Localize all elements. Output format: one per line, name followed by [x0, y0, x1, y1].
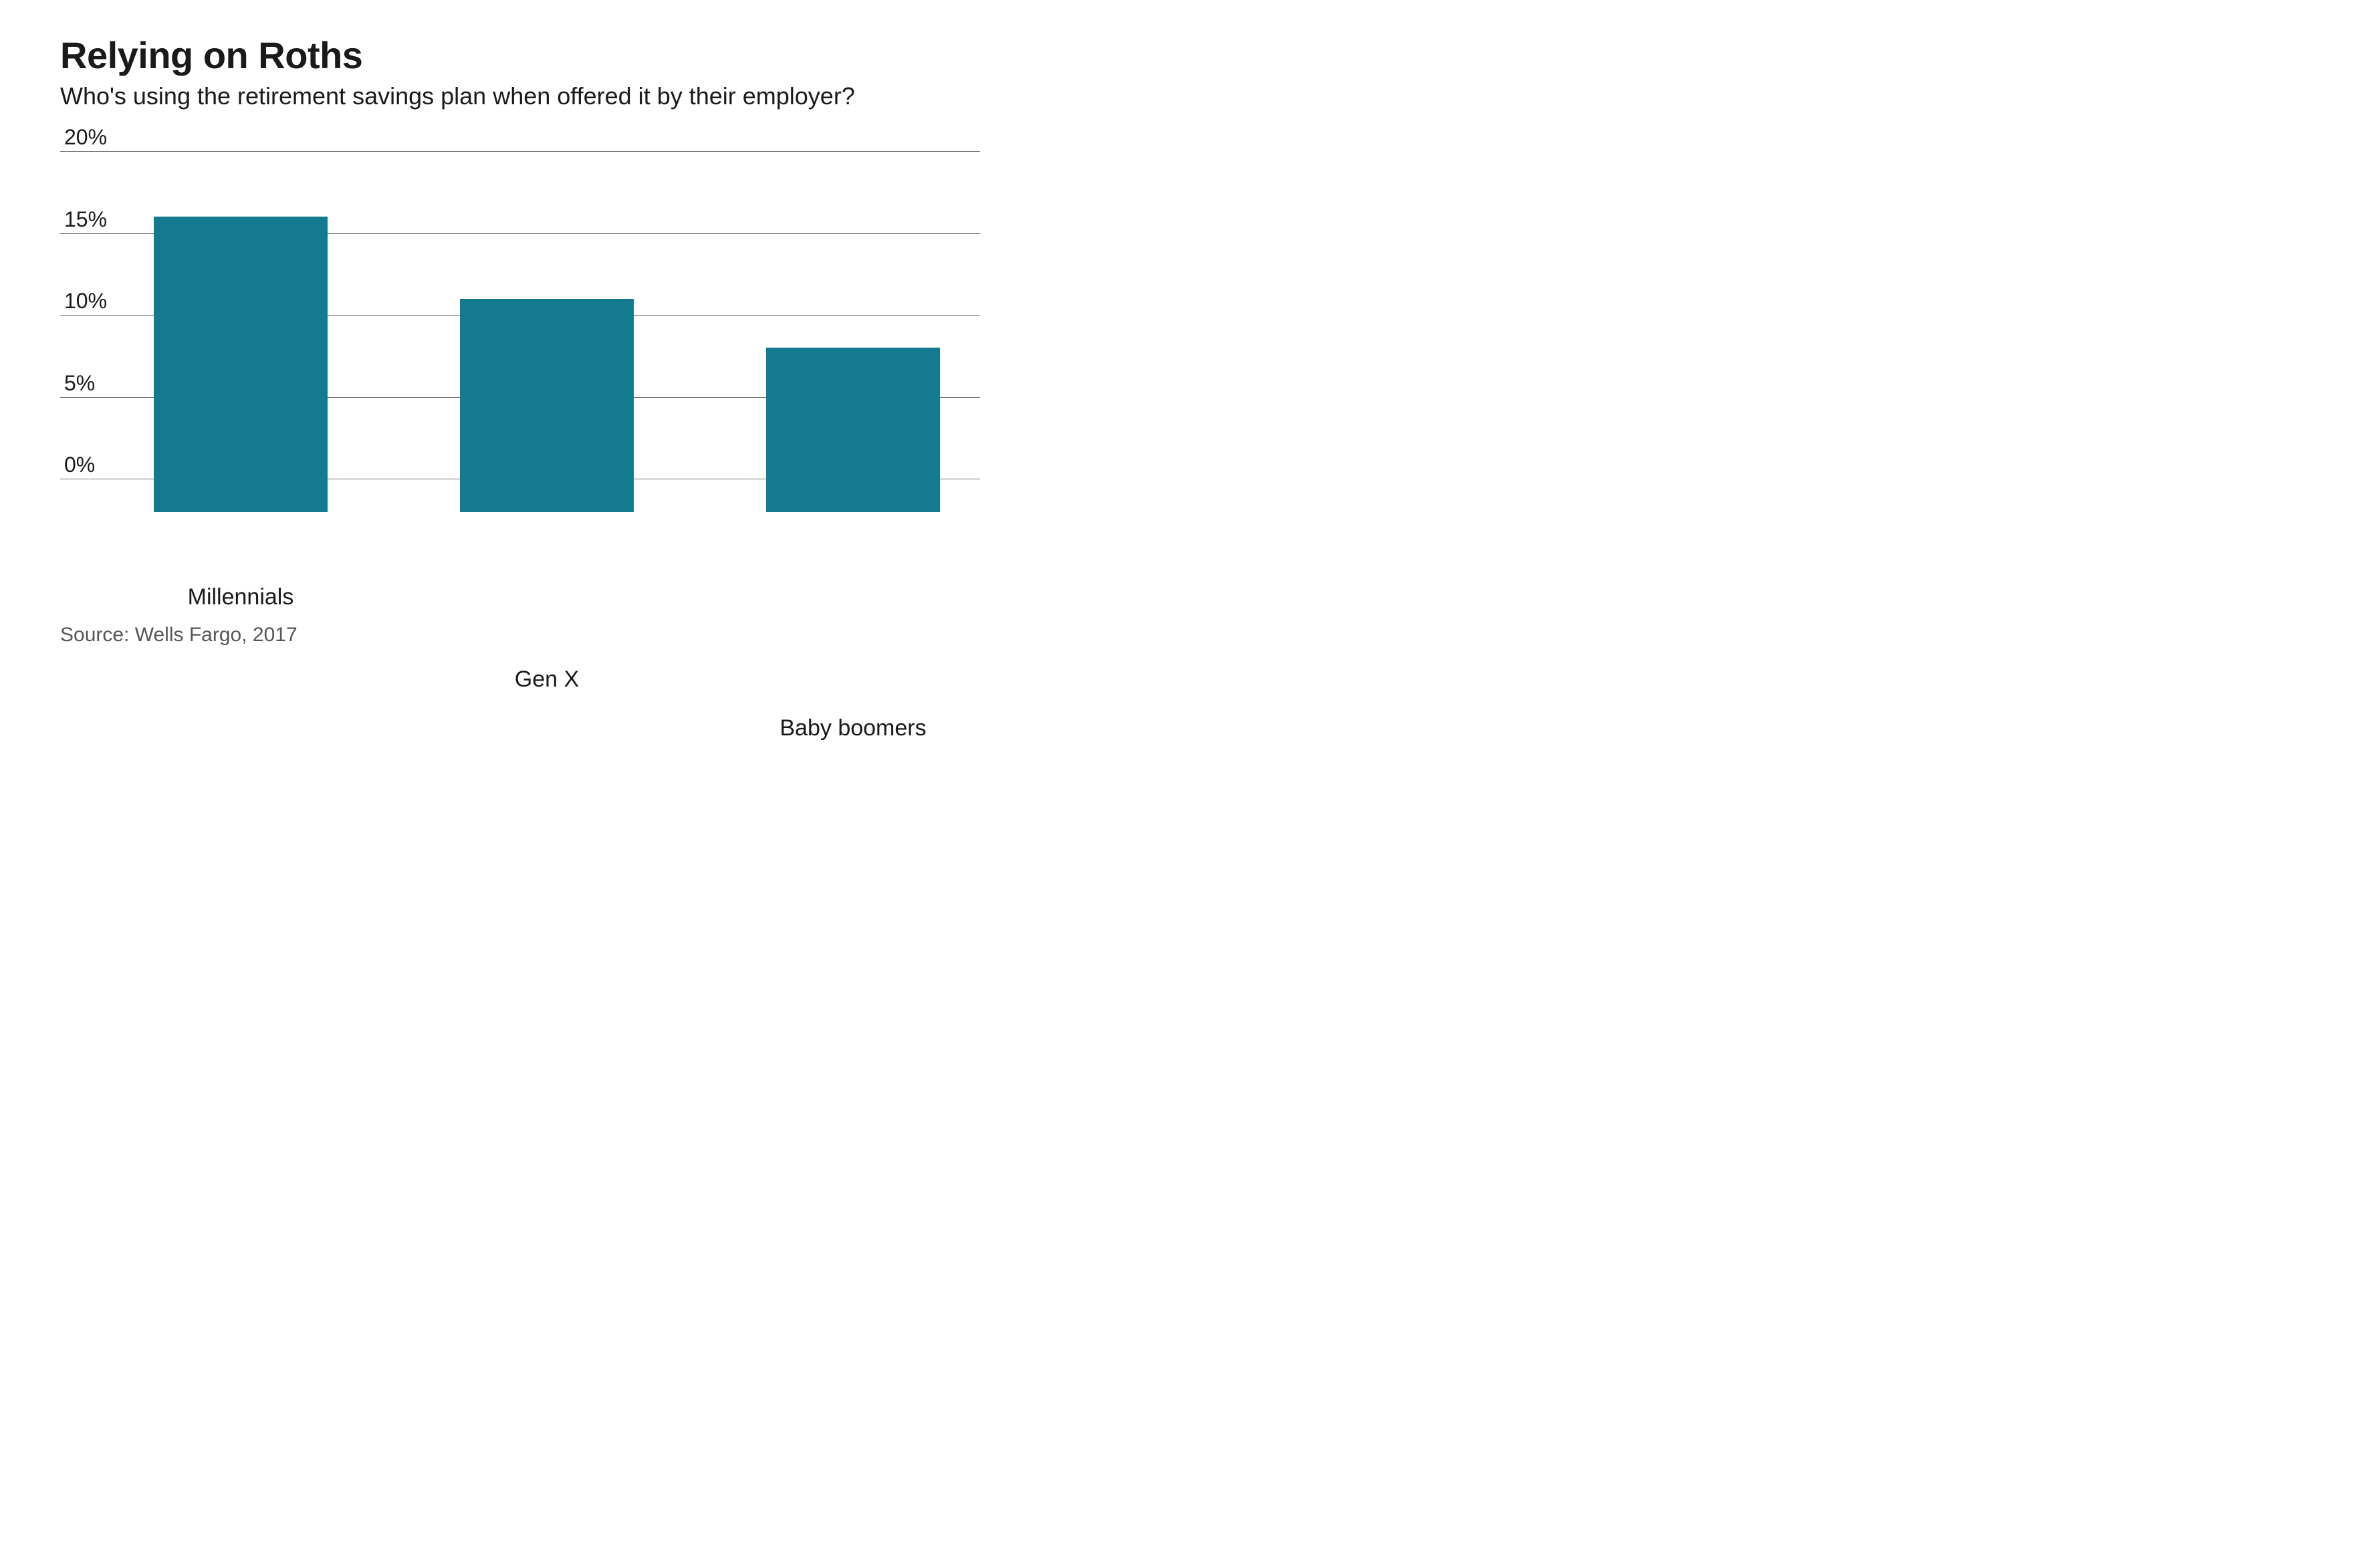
bar-slot: Gen X — [447, 299, 647, 479]
chart-subtitle: Who's using the retirement savings plan … — [60, 81, 929, 111]
x-axis-label: Millennials — [140, 584, 341, 610]
bar-slot: Millennials — [140, 217, 341, 479]
y-axis-label: 5% — [64, 371, 95, 397]
bar — [766, 348, 940, 512]
x-axis-label: Gen X — [447, 667, 647, 693]
bar — [154, 217, 328, 512]
chart-source: Source: Wells Fargo, 2017 — [60, 624, 298, 646]
bars-group: Millennials Gen X Baby boomers — [140, 151, 953, 479]
bar-slot: Baby boomers — [753, 348, 953, 479]
y-axis-label: 15% — [64, 207, 107, 233]
y-axis-label: 0% — [64, 453, 95, 479]
y-axis-label: 10% — [64, 289, 107, 315]
chart-container: Relying on Roths Who's using the retirem… — [0, 0, 1027, 670]
chart-title: Relying on Roths — [60, 33, 980, 77]
x-axis-label: Baby boomers — [753, 715, 953, 741]
plot-area: 0%5%10%15%20% MillennialsGen XBaby boome… — [60, 151, 980, 525]
bar — [460, 299, 634, 513]
y-axis-label: 20% — [64, 125, 107, 151]
